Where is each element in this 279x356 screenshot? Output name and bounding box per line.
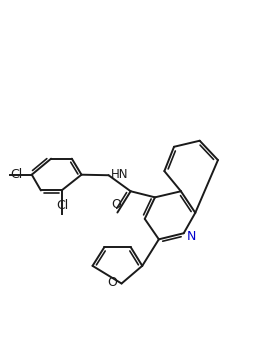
Text: Cl: Cl — [56, 199, 68, 212]
Text: Cl: Cl — [10, 168, 23, 181]
Text: O: O — [107, 276, 117, 289]
Text: O: O — [111, 198, 121, 211]
Text: N: N — [187, 230, 196, 242]
Text: HN: HN — [111, 168, 128, 181]
